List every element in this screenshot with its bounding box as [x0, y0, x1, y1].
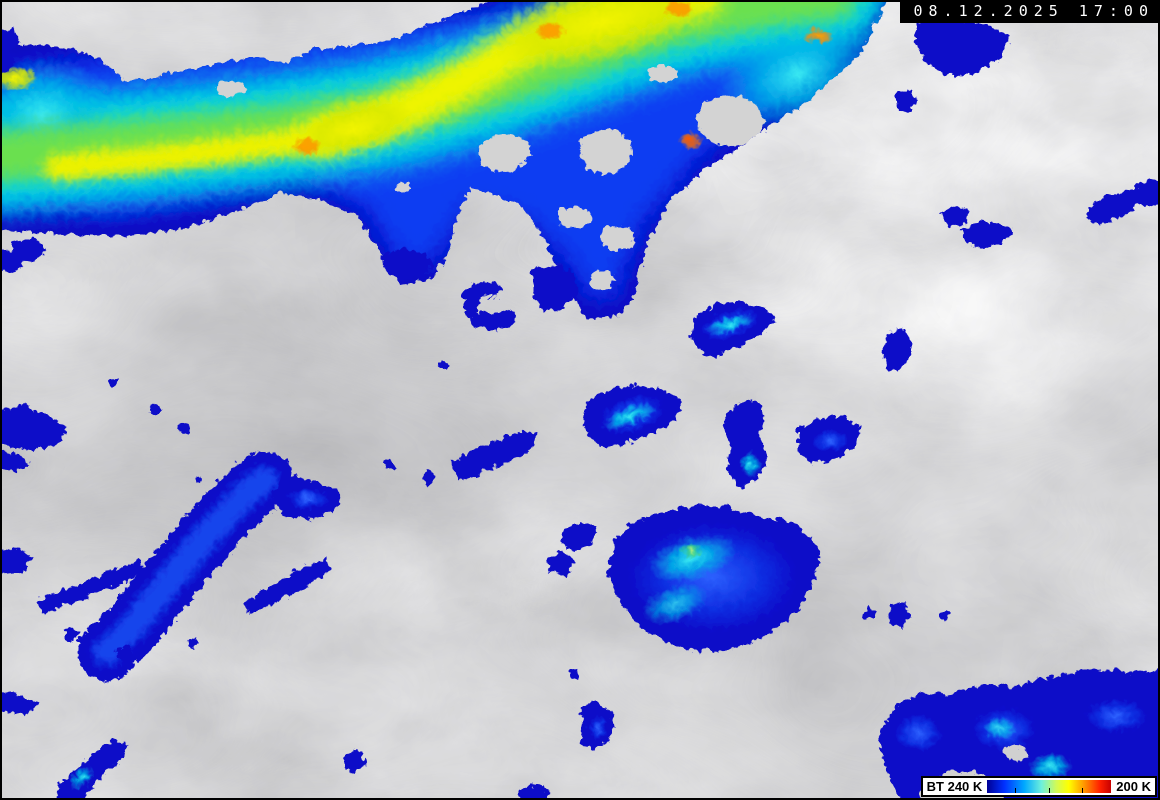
- timestamp-text: 08.12.2025 17:00: [913, 2, 1154, 20]
- overshoot-orange-spot: [291, 135, 319, 153]
- colorbar-tick: [1081, 788, 1083, 793]
- colorbar-max-label: 200 K: [1116, 779, 1151, 794]
- colorbar-gradient: [987, 780, 1112, 793]
- frontal-band: [0, 0, 886, 316]
- lower-left-cluster: [53, 449, 338, 800]
- bottom-right-cluster: [877, 666, 1160, 800]
- colorbar-min-label: BT 240 K: [926, 779, 983, 794]
- colorbar-tick: [1014, 788, 1016, 793]
- scattered-cold-cells: [0, 18, 1160, 800]
- colorbar-tick: [1049, 788, 1051, 793]
- central-storm-cluster: [545, 503, 818, 650]
- colorbar-legend: BT 240 K 200 K: [920, 776, 1157, 797]
- cold-cells-with-cores: [448, 300, 858, 748]
- timestamp-overlay: 08.12.2025 17:00: [899, 0, 1160, 23]
